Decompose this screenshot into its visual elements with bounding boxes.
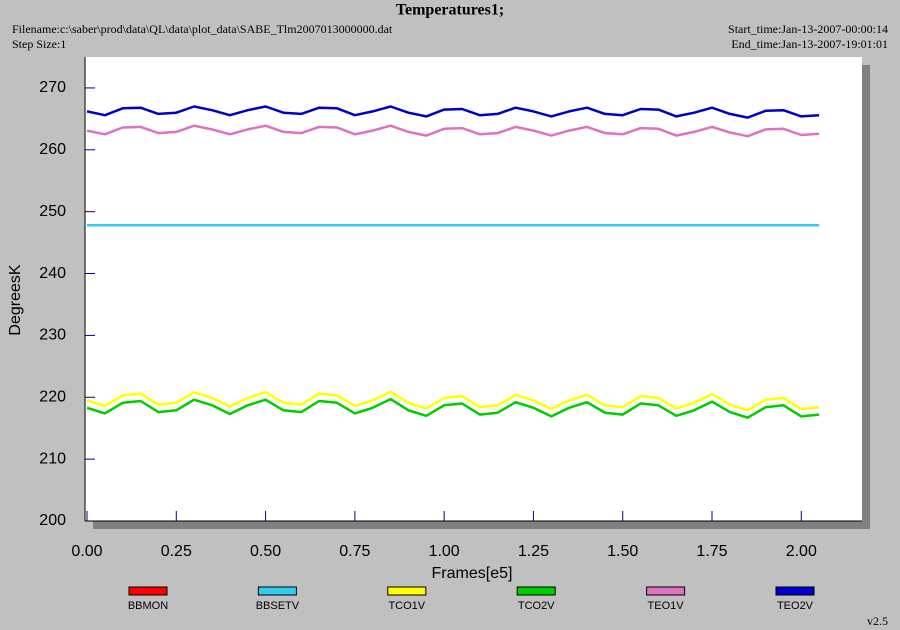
legend-swatch [775, 586, 815, 596]
legend-swatch [387, 586, 427, 596]
x-tick-label: 1.25 [518, 543, 549, 560]
x-tick-label: 1.75 [696, 543, 727, 560]
legend-swatch [516, 586, 556, 596]
step-size: Step Size:1 [12, 37, 66, 51]
filename: Filename:c:\saber\prod\data\QL\data\plot… [12, 22, 393, 36]
y-tick-label: 200 [39, 512, 66, 529]
y-axis-label: DegreesK [7, 264, 24, 335]
x-axis-label: Frames[e5] [432, 565, 513, 582]
legend-label: TEO2V [777, 600, 814, 612]
end-time: End_time:Jan-13-2007-19:01:01 [731, 37, 888, 51]
legend-label: TEO1V [648, 600, 685, 612]
series-line [86, 390, 820, 412]
series-line [86, 397, 820, 419]
series-line [86, 124, 820, 138]
y-tick-label: 230 [39, 327, 66, 344]
x-tick-label: 0.75 [339, 543, 370, 560]
legend-swatch [646, 586, 686, 596]
chart-title: Temperatures1; [396, 2, 504, 19]
plot-area [85, 57, 862, 521]
x-tick-label: 0.50 [250, 543, 281, 560]
x-tick-label: 0.25 [161, 543, 192, 560]
y-tick-label: 260 [39, 141, 66, 158]
x-tick-label: 1.50 [607, 543, 638, 560]
y-tick-label: 240 [39, 265, 66, 282]
x-tick-label: 2.00 [786, 543, 817, 560]
legend-swatch [257, 586, 297, 596]
y-tick-label: 220 [39, 388, 66, 405]
series-line [86, 105, 820, 119]
y-tick-label: 270 [39, 79, 66, 96]
start-time: Start_time:Jan-13-2007-00:00:14 [728, 22, 888, 36]
legend-label: BBMON [128, 600, 168, 612]
legend-label: TCO1V [388, 600, 425, 612]
y-tick-label: 250 [39, 203, 66, 220]
version: v2.5 [867, 614, 888, 628]
x-tick-label: 0.00 [71, 543, 102, 560]
x-tick-label: 1.00 [429, 543, 460, 560]
y-tick-label: 210 [39, 450, 66, 467]
legend-label: TCO2V [518, 600, 555, 612]
legend-swatch [128, 586, 168, 596]
legend-label: BBSETV [256, 600, 300, 612]
